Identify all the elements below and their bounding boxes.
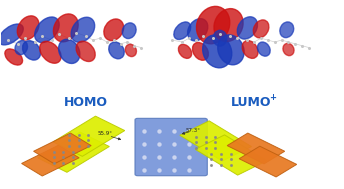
FancyBboxPatch shape <box>135 118 207 176</box>
Ellipse shape <box>35 17 59 43</box>
Ellipse shape <box>53 14 78 42</box>
Ellipse shape <box>109 42 124 59</box>
Ellipse shape <box>214 9 243 42</box>
Polygon shape <box>53 116 125 156</box>
Polygon shape <box>227 133 285 164</box>
Ellipse shape <box>40 41 61 63</box>
Ellipse shape <box>187 19 208 41</box>
Ellipse shape <box>125 44 137 57</box>
Ellipse shape <box>237 17 257 39</box>
Ellipse shape <box>280 22 294 38</box>
Text: HOMO: HOMO <box>64 96 108 109</box>
Text: LUMO: LUMO <box>230 96 271 109</box>
Ellipse shape <box>253 20 269 38</box>
Polygon shape <box>195 135 267 175</box>
Text: 55.9°: 55.9° <box>98 131 113 136</box>
Ellipse shape <box>122 23 136 39</box>
Text: 57.3°: 57.3° <box>186 128 201 133</box>
Text: +: + <box>270 93 277 102</box>
Ellipse shape <box>0 24 23 45</box>
Ellipse shape <box>218 35 244 65</box>
Ellipse shape <box>283 43 294 56</box>
Ellipse shape <box>193 43 208 60</box>
Ellipse shape <box>58 39 80 64</box>
Polygon shape <box>239 146 297 177</box>
Polygon shape <box>180 121 251 161</box>
Ellipse shape <box>179 44 192 58</box>
Polygon shape <box>22 145 79 176</box>
Ellipse shape <box>104 19 123 41</box>
Ellipse shape <box>203 35 232 68</box>
Ellipse shape <box>5 49 23 65</box>
Ellipse shape <box>15 40 28 55</box>
Ellipse shape <box>213 30 227 46</box>
Ellipse shape <box>242 41 258 58</box>
Ellipse shape <box>23 41 41 60</box>
Ellipse shape <box>76 41 95 61</box>
Ellipse shape <box>174 22 191 40</box>
Ellipse shape <box>71 17 95 42</box>
Polygon shape <box>37 132 109 172</box>
Ellipse shape <box>196 6 230 44</box>
Ellipse shape <box>257 42 270 56</box>
Polygon shape <box>34 133 91 164</box>
Ellipse shape <box>17 16 39 40</box>
